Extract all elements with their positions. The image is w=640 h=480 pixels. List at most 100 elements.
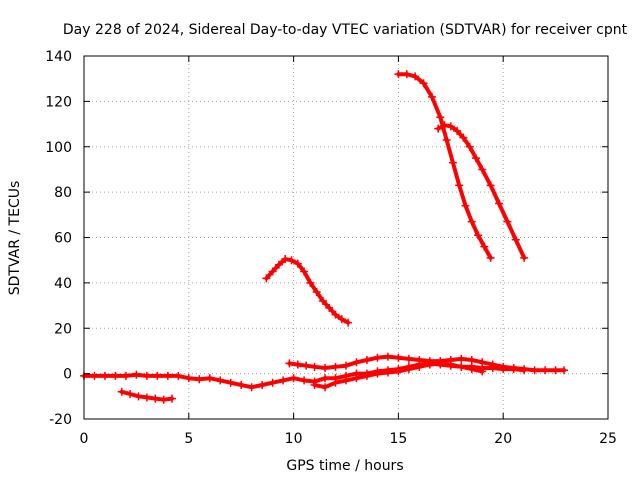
data-point [362,371,371,380]
data-point [262,274,271,283]
data-point [310,380,319,389]
y-axis-label: SDTVAR / TECUs [7,181,23,296]
data-point [344,318,353,327]
series-line [264,257,351,325]
data-point [404,354,413,363]
data-point [394,353,403,362]
data-point [373,369,382,378]
data-point [486,253,495,262]
data-point [427,92,436,101]
data-point [216,376,225,385]
data-point [287,256,296,265]
data-point [121,371,130,380]
data-point [352,374,361,383]
data-point [310,362,319,371]
data-point [132,370,141,379]
data-point [117,387,126,396]
data-point [151,394,160,403]
data-point [471,154,480,163]
data-point [411,72,420,81]
data-point [142,393,151,402]
data-point [480,242,489,251]
series-track-5 [262,255,353,327]
data-point [465,142,474,151]
data-point [205,374,214,383]
y-tick-label: 80 [54,185,72,201]
y-tick-label: 140 [45,49,72,65]
x-tick-label: 15 [389,431,407,447]
data-point [174,371,183,380]
data-point [478,367,487,376]
series-line [396,72,493,260]
data-point [352,358,361,367]
data-point [362,356,371,365]
x-axis-label: GPS time / hours [286,458,403,474]
data-point [195,375,204,384]
y-tick-label: 100 [45,140,72,156]
data-point [383,368,392,377]
y-tick-label: 20 [54,321,72,337]
data-point [453,126,462,135]
data-point [478,358,487,367]
data-point [331,362,340,371]
data-point [258,380,267,389]
data-point [509,363,518,372]
data-point [440,121,449,130]
series-track-3 [310,359,487,392]
data-point [321,363,330,372]
data-point [111,371,120,380]
data-point [226,378,235,387]
data-point [134,392,143,401]
data-point [342,361,350,370]
data-point [247,383,256,392]
data-point [530,366,539,375]
data-point [168,394,177,403]
data-point [495,199,504,208]
data-point [434,124,443,133]
data-point [425,360,434,369]
data-point [237,380,246,389]
data-point [163,371,172,380]
series-layer [80,70,568,404]
data-point [499,362,508,371]
data-point [383,352,392,361]
data-point [337,315,346,324]
data-point [302,361,311,370]
series-track-4 [117,387,177,404]
data-point [559,366,568,375]
data-point [279,376,288,385]
data-point [436,113,445,122]
data-point [402,70,411,79]
series-line [287,354,566,373]
data-point [415,356,424,365]
y-tick-label: -20 [49,412,72,428]
chart-title: Day 228 of 2024, Sidereal Day-to-day VTE… [63,22,628,38]
data-point [285,359,294,368]
data-point [442,135,451,144]
grid-lines [84,56,608,419]
data-point [394,367,403,376]
data-point [520,365,529,374]
ticks: 0 5 10 15 20 25 -20 0 20 40 60 80 100 120 140 [45,49,617,447]
data-point [404,365,413,374]
data-point [268,267,277,276]
data-point [325,303,334,312]
data-point [436,359,445,368]
data-point [184,374,193,383]
data-point [281,255,290,264]
data-point [446,122,455,131]
data-point [459,133,468,142]
data-point [306,278,315,287]
data-point [511,235,520,244]
y-tick-label: 0 [63,367,72,383]
data-point [486,181,495,190]
data-point [419,79,428,88]
data-point [312,287,321,296]
data-point [448,158,457,167]
data-point [478,165,487,174]
y-tick-label: 60 [54,231,72,247]
data-point [457,362,466,371]
data-point [342,376,350,385]
x-tick-label: 10 [285,431,303,447]
data-point [467,365,476,374]
